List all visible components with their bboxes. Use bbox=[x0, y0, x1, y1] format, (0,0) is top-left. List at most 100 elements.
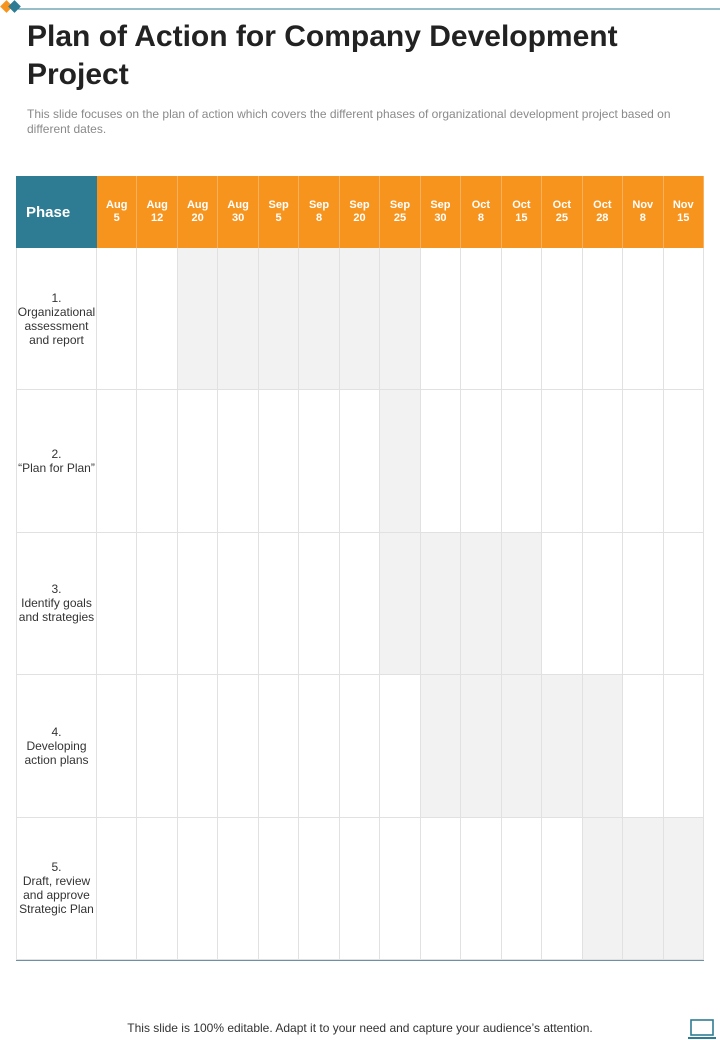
grid-cell bbox=[380, 248, 421, 391]
grid-cell bbox=[501, 532, 543, 676]
date-header: Aug 30 bbox=[218, 176, 259, 248]
grid-cell bbox=[258, 248, 300, 391]
grid-cell bbox=[97, 817, 138, 960]
grid-cell bbox=[137, 390, 178, 533]
grid-cell bbox=[380, 390, 421, 533]
subtitle: This slide focuses on the plan of action… bbox=[27, 107, 671, 136]
date-header: Oct 25 bbox=[542, 176, 583, 248]
grid-cell bbox=[420, 248, 462, 391]
grid-cell bbox=[542, 675, 583, 818]
grid-cell bbox=[380, 675, 421, 818]
date-day: 15 bbox=[677, 212, 690, 224]
grid-cell bbox=[582, 248, 624, 391]
date-month: Aug bbox=[227, 199, 249, 211]
plan-table: Phase Aug 5 Aug 12 Aug 20 Aug 30 Sep 5 Sep 8 Sep 20 Sep… bbox=[16, 176, 704, 961]
date-header: Sep 5 bbox=[258, 176, 300, 248]
grid-cell bbox=[177, 390, 219, 533]
date-day: 15 bbox=[515, 212, 528, 224]
grid-cell bbox=[501, 817, 543, 960]
grid-cell bbox=[623, 390, 664, 533]
grid-cell bbox=[420, 390, 462, 533]
grid-cell bbox=[299, 675, 340, 818]
date-month: Aug bbox=[146, 199, 168, 211]
grid-cell bbox=[420, 675, 462, 818]
date-header: Sep 30 bbox=[420, 176, 462, 248]
date-month: Sep bbox=[430, 199, 451, 211]
date-month: Sep bbox=[308, 199, 330, 211]
date-month: Nov bbox=[672, 199, 694, 211]
date-day: 28 bbox=[596, 212, 609, 224]
grid-cell bbox=[380, 817, 421, 960]
grid-cell bbox=[97, 532, 138, 676]
grid-cell bbox=[177, 248, 219, 391]
grid-cell bbox=[582, 532, 624, 676]
grid-cell bbox=[542, 817, 583, 960]
grid-cell bbox=[501, 248, 543, 391]
date-month: Oct bbox=[593, 199, 612, 211]
laptop-icon bbox=[688, 1019, 716, 1039]
date-month: Sep bbox=[389, 199, 411, 211]
date-header: Aug 12 bbox=[137, 176, 178, 248]
date-day: 25 bbox=[555, 212, 568, 224]
date-day: 8 bbox=[315, 212, 323, 224]
date-header: Sep 25 bbox=[380, 176, 421, 248]
grid-cell bbox=[663, 817, 704, 960]
grid-cell bbox=[299, 390, 340, 533]
grid-cell bbox=[218, 817, 259, 960]
grid-cell bbox=[339, 675, 381, 818]
date-day: 20 bbox=[191, 212, 204, 224]
grid-cell bbox=[97, 248, 138, 391]
grid-cell bbox=[137, 817, 178, 960]
grid-cell bbox=[461, 390, 502, 533]
phase-label: 1. Organizational assessment and report bbox=[16, 248, 97, 391]
grid-cell bbox=[177, 532, 219, 676]
grid-cell bbox=[663, 390, 704, 533]
grid-cell bbox=[663, 248, 704, 391]
grid-cell bbox=[461, 248, 502, 391]
grid-cell bbox=[623, 817, 664, 960]
date-header: Oct 8 bbox=[461, 176, 502, 248]
date-header: Nov 15 bbox=[663, 176, 704, 248]
grid-cell bbox=[542, 532, 583, 676]
date-month: Aug bbox=[186, 199, 209, 211]
footer: This slide is 100% editable. Adapt it to… bbox=[127, 1021, 593, 1035]
grid-cell bbox=[177, 675, 219, 818]
grid-cell bbox=[623, 532, 664, 676]
grid-cell bbox=[137, 248, 178, 391]
grid-cell bbox=[461, 532, 502, 676]
grid-cell bbox=[461, 817, 502, 960]
grid-cell bbox=[663, 532, 704, 676]
grid-cell bbox=[218, 675, 259, 818]
grid-cell bbox=[380, 532, 421, 676]
phase-label: 5. Draft, review and approve Strategic P… bbox=[16, 817, 97, 960]
date-header: Aug 5 bbox=[97, 176, 138, 248]
date-header: Sep 8 bbox=[299, 176, 340, 248]
grid-cell bbox=[339, 532, 381, 676]
date-header: Sep 20 bbox=[339, 176, 381, 248]
grid-cell bbox=[299, 817, 340, 960]
date-day: 20 bbox=[353, 212, 366, 224]
phase-label: 4. Developing action plans bbox=[16, 675, 97, 818]
date-day: 30 bbox=[434, 212, 447, 224]
grid-cell bbox=[420, 532, 462, 676]
grid-cell bbox=[623, 675, 664, 818]
date-day: 8 bbox=[639, 212, 646, 224]
grid-cell bbox=[420, 817, 462, 960]
date-header: Nov 8 bbox=[623, 176, 664, 248]
grid-cell bbox=[218, 390, 259, 533]
grid-cell bbox=[663, 675, 704, 818]
date-month: Oct bbox=[552, 199, 572, 211]
grid-cell bbox=[582, 817, 624, 960]
grid-cell bbox=[542, 248, 583, 391]
date-day: 12 bbox=[151, 212, 164, 224]
date-day: 30 bbox=[231, 212, 245, 224]
grid-cell bbox=[339, 390, 381, 533]
date-header: Oct 28 bbox=[582, 176, 624, 248]
top-decoration bbox=[0, 0, 720, 13]
grid-cell bbox=[258, 390, 300, 533]
grid-cell bbox=[258, 817, 300, 960]
date-day: 5 bbox=[113, 212, 120, 224]
date-month: Sep bbox=[349, 199, 370, 211]
grid-cell bbox=[218, 248, 259, 391]
